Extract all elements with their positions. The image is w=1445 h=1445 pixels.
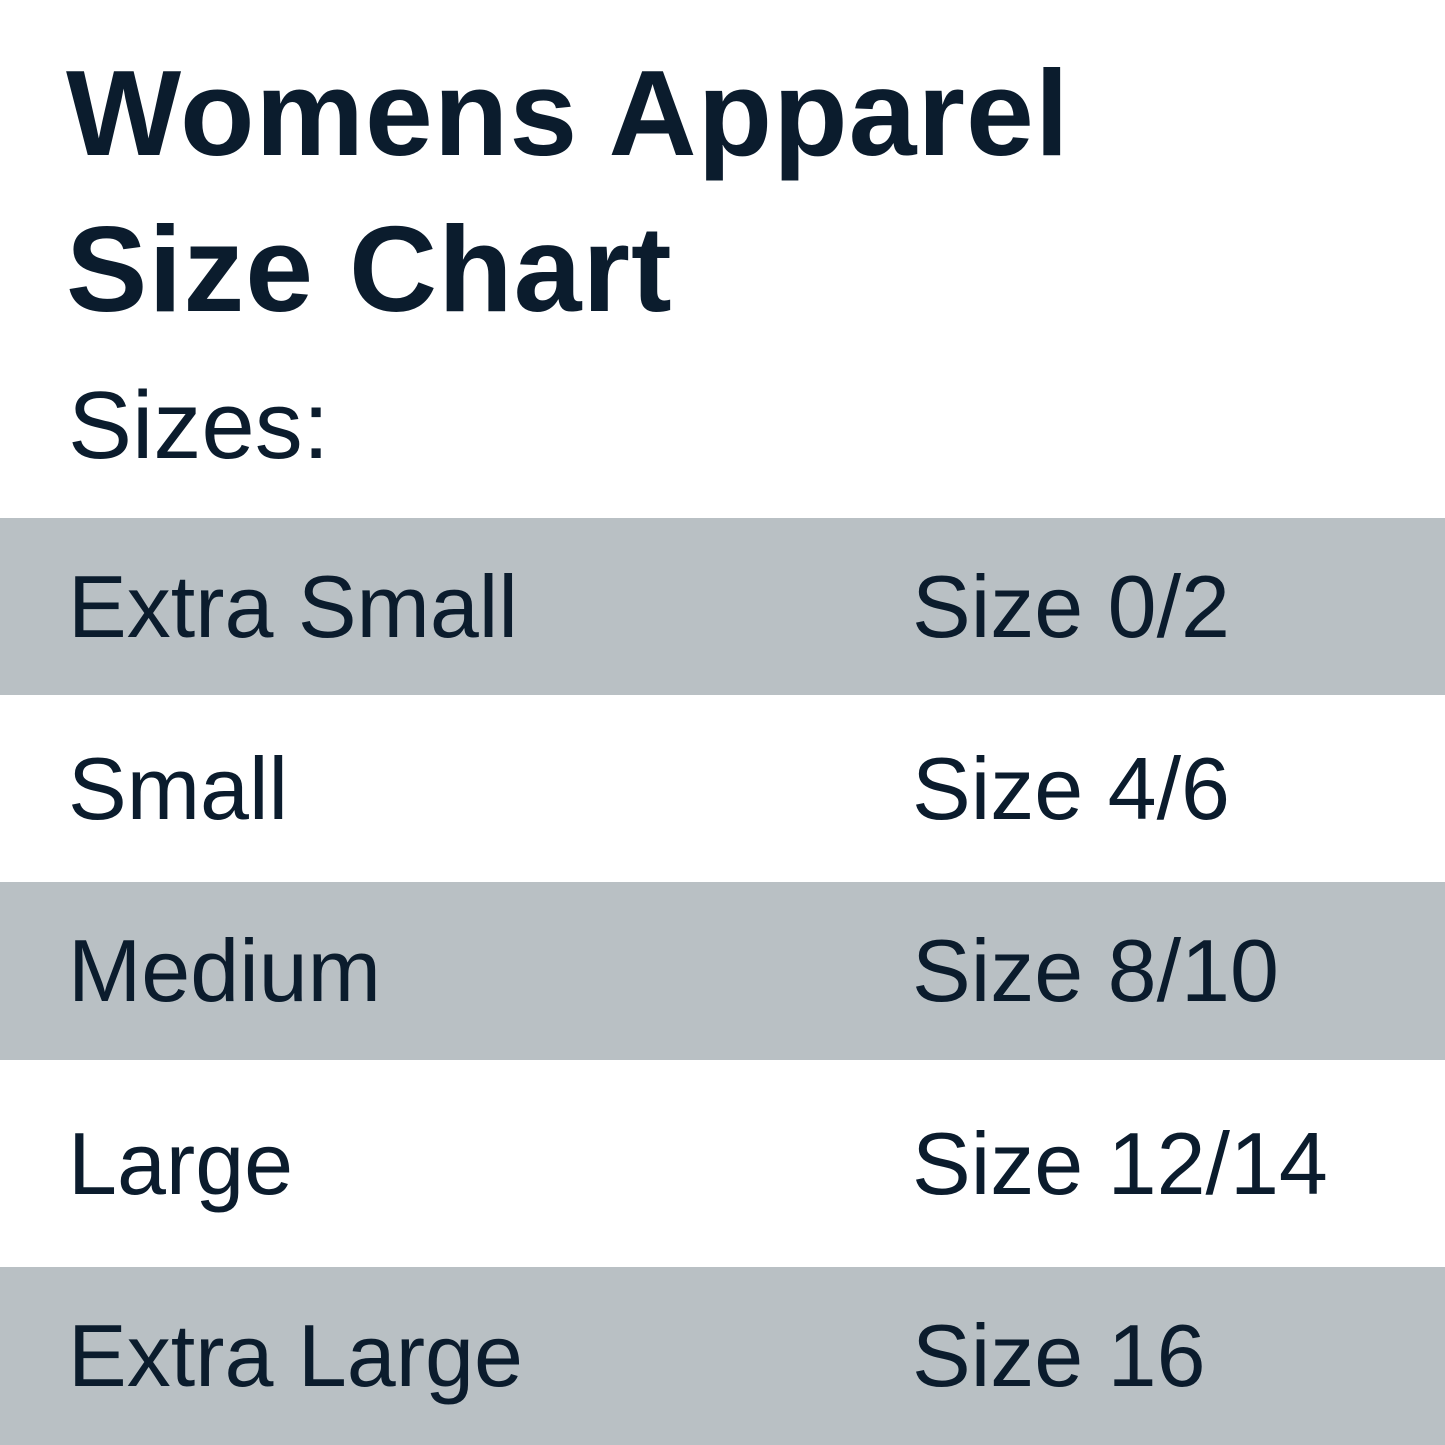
size-label: Large <box>68 1113 294 1213</box>
size-value: Size 16 <box>912 1306 1206 1405</box>
size-value: Size 0/2 <box>912 556 1230 656</box>
size-value: Size 8/10 <box>912 921 1279 1020</box>
title-line-1: Womens Apparel <box>66 45 1070 181</box>
sizes-heading: Sizes: <box>68 372 330 479</box>
size-row: Medium Size 8/10 <box>0 882 1445 1060</box>
size-row: Small Size 4/6 <box>0 695 1445 882</box>
title-line-2: Size Chart <box>66 201 673 337</box>
size-value: Size 4/6 <box>912 738 1230 838</box>
size-row: Large Size 12/14 <box>0 1060 1445 1267</box>
size-label: Medium <box>68 921 381 1020</box>
size-row: Extra Small Size 0/2 <box>0 518 1445 695</box>
size-value: Size 12/14 <box>912 1113 1328 1213</box>
size-label: Small <box>68 738 289 838</box>
size-label: Extra Large <box>68 1306 523 1405</box>
size-row: Extra Large Size 16 <box>0 1267 1445 1445</box>
size-label: Extra Small <box>68 556 518 656</box>
